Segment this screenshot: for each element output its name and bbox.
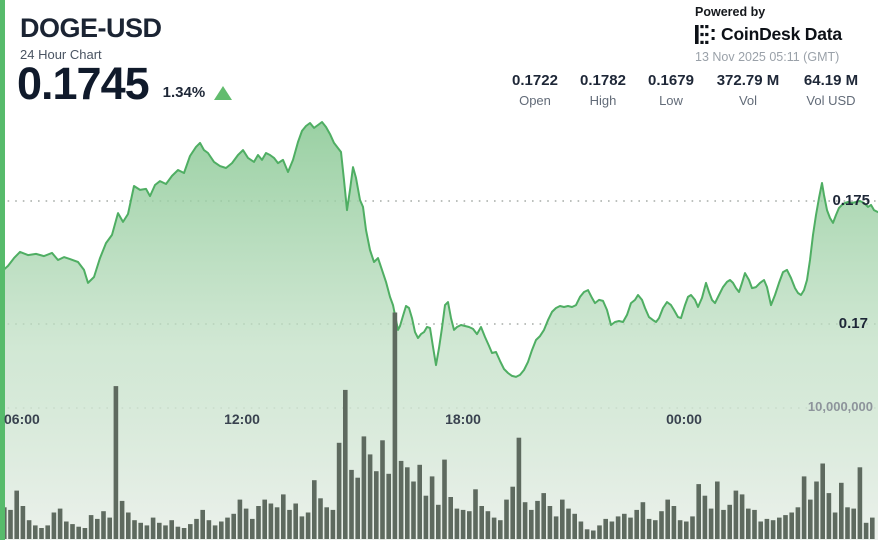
accent-bar xyxy=(0,0,5,540)
ticker-symbol: DOGE-USD xyxy=(20,13,162,43)
ohlc-stats-row: 0.1722 Open 0.1782 High 0.1679 Low 372.7… xyxy=(500,72,872,108)
x-tick-0000: 00:00 xyxy=(666,411,702,427)
x-tick-1800: 18:00 xyxy=(445,411,481,427)
x-tick-0600: 06:00 xyxy=(4,411,40,427)
low-value: 0.1679 xyxy=(648,72,694,89)
up-triangle-icon xyxy=(214,86,233,100)
open-label: Open xyxy=(519,93,551,108)
volume-value: 372.79 M xyxy=(716,72,780,89)
powered-by-label: Powered by xyxy=(695,5,766,19)
stat-high: 0.1782 High xyxy=(570,72,636,108)
stat-volume-usd: 64.19 M Vol USD xyxy=(790,72,872,108)
brand-name: CoinDesk Data xyxy=(721,24,842,44)
volume-usd-label: Vol USD xyxy=(806,93,856,108)
volume-gridline-label: 10,000,000 xyxy=(807,399,873,414)
y-tick-0175: 0.175 xyxy=(832,192,870,209)
volume-usd-value: 64.19 M xyxy=(803,72,859,89)
current-price: 0.1745 xyxy=(17,58,150,109)
coindesk-data-link[interactable]: CoinDesk Data xyxy=(695,24,842,45)
chart-subtitle: 24 Hour Chart xyxy=(20,47,102,62)
stat-volume: 372.79 M Vol xyxy=(706,72,790,108)
x-tick-1200: 12:00 xyxy=(224,411,260,427)
stat-open: 0.1722 Open xyxy=(500,72,570,108)
open-value: 0.1722 xyxy=(512,72,558,89)
change-percent: 1.34% xyxy=(162,84,206,101)
stat-low: 0.1679 Low xyxy=(636,72,706,108)
coindesk-logo-icon xyxy=(695,25,715,44)
high-value: 0.1782 xyxy=(580,72,626,89)
chart-timestamp: 13 Nov 2025 05:11 (GMT) xyxy=(695,50,840,64)
low-label: Low xyxy=(659,93,683,108)
y-tick-017: 0.17 xyxy=(838,315,868,332)
volume-label: Vol xyxy=(738,93,758,108)
high-label: High xyxy=(589,93,617,108)
